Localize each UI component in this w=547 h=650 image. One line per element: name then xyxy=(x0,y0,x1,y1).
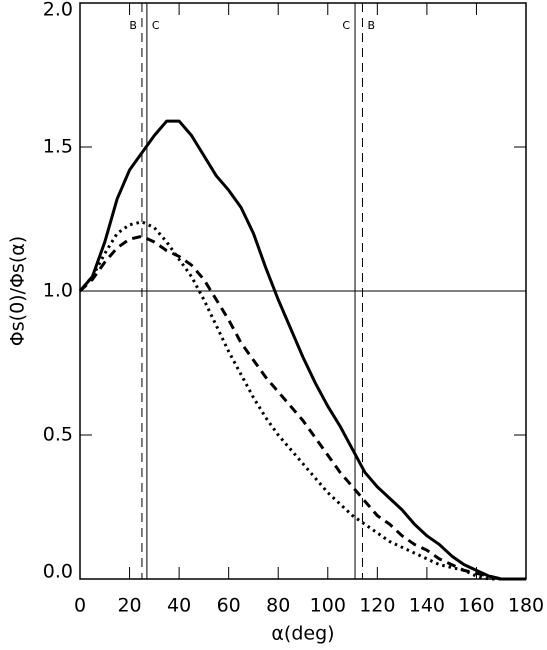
x-tick-label: 20 xyxy=(117,595,141,617)
x-tick-label: 120 xyxy=(359,595,395,617)
x-tick-label: 80 xyxy=(266,595,290,617)
x-tick-label: 140 xyxy=(409,595,445,617)
data-line xyxy=(78,119,526,581)
x-tick-label: 0 xyxy=(74,595,86,617)
line-label: C xyxy=(152,19,160,32)
y-tick-label: 1.5 xyxy=(43,136,73,158)
data-line xyxy=(78,234,526,581)
line-label: B xyxy=(129,19,137,32)
y-tick-label: 1.0 xyxy=(43,280,73,302)
x-tick-label: 40 xyxy=(167,595,191,617)
data-line xyxy=(78,220,526,581)
y-tick-label: 0.5 xyxy=(43,424,73,446)
x-tick-label: 180 xyxy=(508,595,544,617)
x-axis-title: α(deg) xyxy=(271,623,334,645)
y-axis-title: Φs(0)/Φs(α) xyxy=(7,236,29,346)
line-label: B xyxy=(367,19,375,32)
x-tick-label: 160 xyxy=(458,595,494,617)
y-tick-label: 0.0 xyxy=(43,561,73,583)
line-label: C xyxy=(342,19,350,32)
y-tick-label: 2.0 xyxy=(43,0,73,21)
x-tick-label: 60 xyxy=(217,595,241,617)
x-tick-label: 100 xyxy=(310,595,346,617)
